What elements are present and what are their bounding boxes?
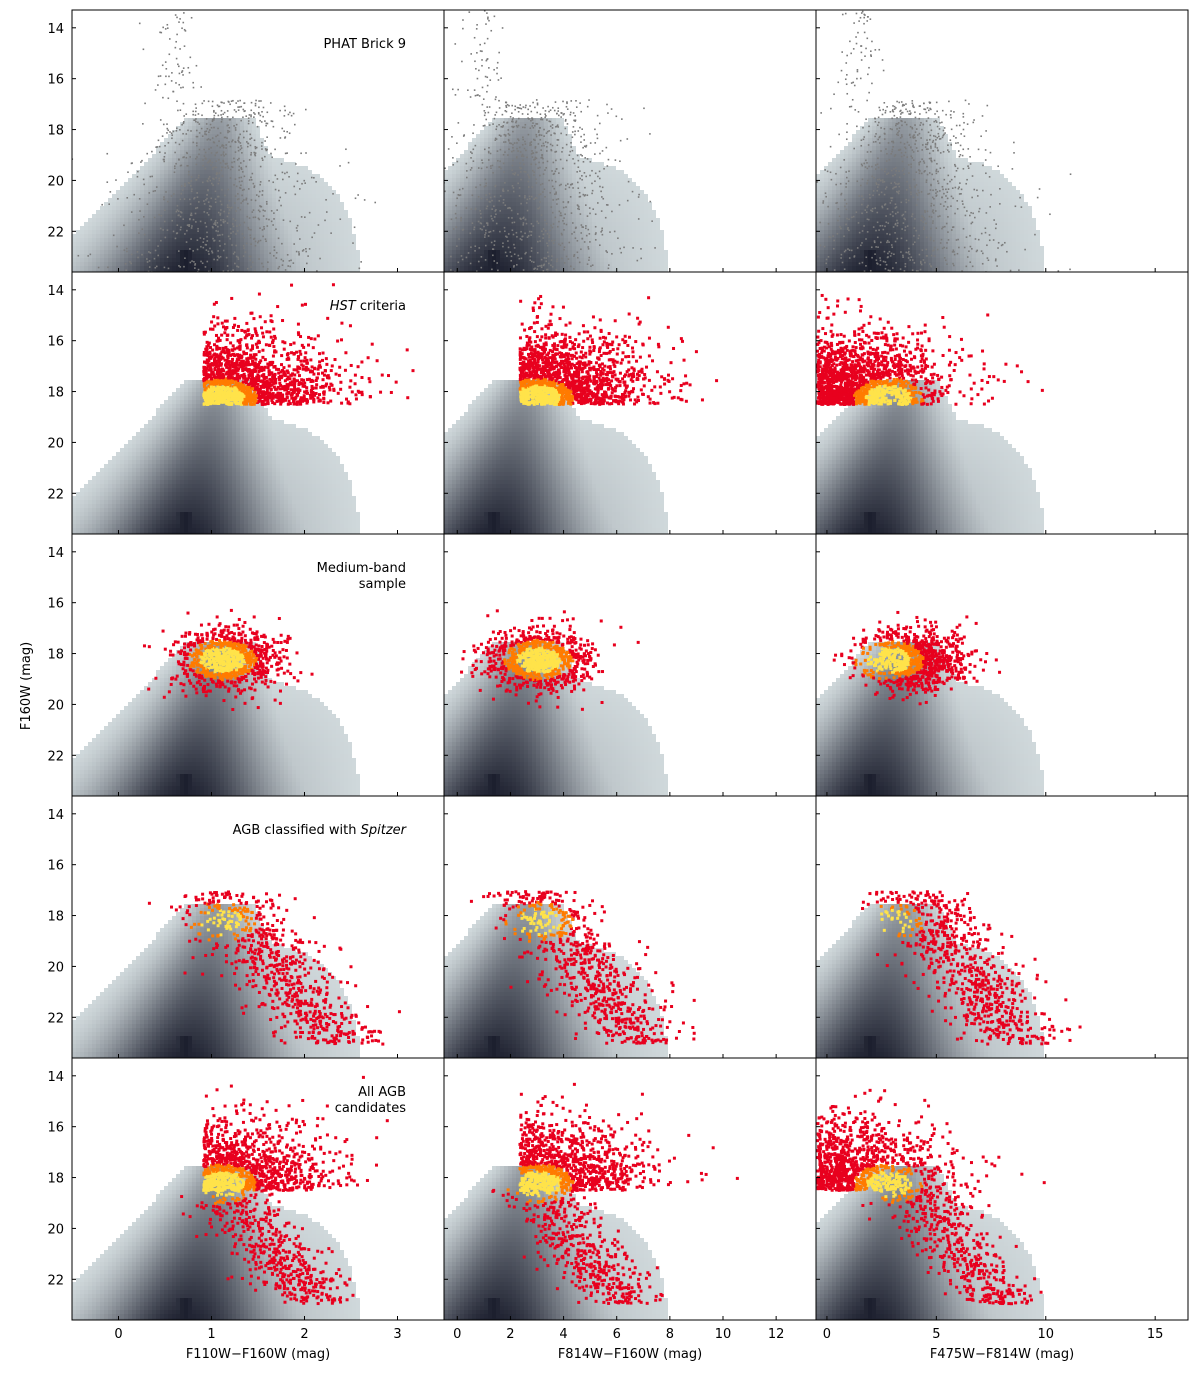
panel-r4-c1 — [444, 1083, 739, 1322]
y-tick-label: 16 — [47, 335, 64, 350]
x-tick-label: 0 — [823, 1327, 831, 1342]
panel-r4-c2 — [816, 1089, 1046, 1322]
y-axis-label: F160W (mag) — [19, 642, 34, 730]
y-tick-label: 18 — [47, 648, 64, 663]
panel-label: PHAT Brick 9 — [323, 37, 406, 52]
y-tick-label: 22 — [47, 749, 64, 764]
panel-r1-c1 — [444, 295, 718, 536]
panel-r2-c0 — [72, 609, 360, 798]
x-axis-label: F110W−F160W (mag) — [186, 1347, 330, 1362]
y-tick-label: 22 — [47, 487, 64, 502]
y-tick-label: 14 — [47, 284, 64, 299]
y-tick-label: 22 — [47, 225, 64, 240]
panel-r2-c2 — [816, 611, 1044, 798]
panel-r3-c2 — [816, 890, 1082, 1060]
panels — [16, 10, 1082, 1322]
panel-r0-c0 — [16, 12, 376, 274]
y-tick-label: 18 — [47, 910, 64, 925]
panel-label: All AGB — [358, 1085, 406, 1100]
x-axis-label: F475W−F814W (mag) — [930, 1347, 1074, 1362]
x-tick-label: 4 — [559, 1327, 567, 1342]
y-tick-label: 20 — [47, 698, 64, 713]
panel-label: candidates — [335, 1101, 407, 1116]
x-tick-label: 8 — [666, 1327, 674, 1342]
panel-r1-c0 — [72, 283, 414, 536]
panel-r3-c1 — [444, 890, 696, 1060]
x-tick-label: 0 — [114, 1327, 122, 1342]
panel-label: AGB classified with Spitzer — [233, 823, 408, 838]
x-tick-label: 6 — [613, 1327, 621, 1342]
panel-label: Medium-band — [317, 561, 406, 576]
y-tick-label: 14 — [47, 1070, 64, 1085]
y-tick-label: 14 — [47, 22, 64, 37]
panel-r0-c2 — [745, 11, 1071, 274]
x-tick-label: 5 — [932, 1327, 940, 1342]
x-axis-label: F814W−F160W (mag) — [558, 1347, 702, 1362]
y-tick-label: 14 — [47, 808, 64, 823]
y-tick-label: 22 — [47, 1273, 64, 1288]
x-tick-label: 2 — [506, 1327, 514, 1342]
y-tick-label: 16 — [47, 859, 64, 874]
y-tick-label: 16 — [47, 73, 64, 88]
x-tick-label: 2 — [300, 1327, 308, 1342]
panel-r1-c2 — [816, 294, 1044, 536]
y-tick-label: 20 — [47, 1222, 64, 1237]
y-tick-label: 18 — [47, 1172, 64, 1187]
panel-r3-c0 — [72, 890, 401, 1060]
y-tick-label: 18 — [47, 386, 64, 401]
y-tick-label: 16 — [47, 597, 64, 612]
panel-label: sample — [359, 577, 406, 592]
panel-r2-c1 — [444, 609, 668, 798]
x-tick-label: 3 — [393, 1327, 401, 1342]
panel-label: HST criteria — [330, 299, 406, 314]
x-tick-label: 12 — [768, 1327, 785, 1342]
y-tick-label: 20 — [47, 174, 64, 189]
x-tick-label: 15 — [1147, 1327, 1164, 1342]
y-tick-label: 20 — [47, 436, 64, 451]
y-tick-label: 22 — [47, 1011, 64, 1026]
y-tick-label: 20 — [47, 960, 64, 975]
x-tick-label: 10 — [1037, 1327, 1054, 1342]
y-tick-label: 16 — [47, 1121, 64, 1136]
y-tick-label: 18 — [47, 124, 64, 139]
x-tick-label: 10 — [715, 1327, 732, 1342]
y-tick-label: 14 — [47, 546, 64, 561]
x-tick-label: 0 — [453, 1327, 461, 1342]
x-tick-label: 1 — [207, 1327, 215, 1342]
